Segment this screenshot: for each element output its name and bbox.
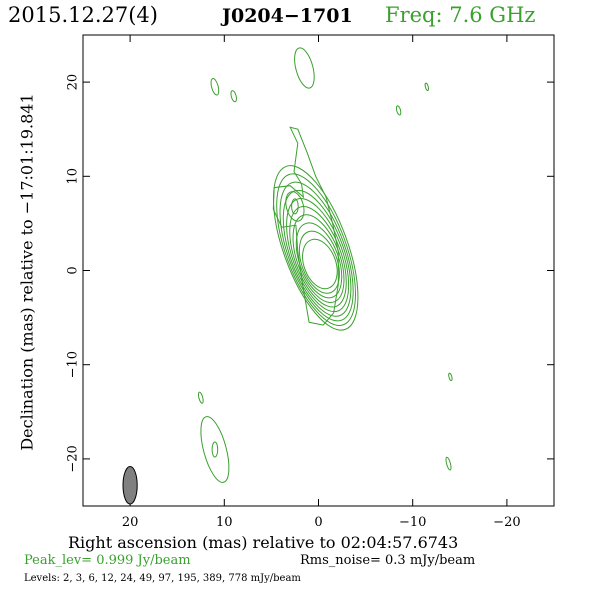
observation-date: 2015.12.27(4) <box>8 3 158 27</box>
x-tick-label: 10 <box>216 515 233 530</box>
contour-core <box>279 181 354 322</box>
contour-component <box>230 90 237 103</box>
y-axis-label: Declination (mas) relative to −17:01:19.… <box>17 93 37 451</box>
contour-core <box>272 165 359 331</box>
axis-ticks: 20 10 0 −10 −20 20 10 0 −10 −20 <box>66 35 554 530</box>
contour-core <box>295 222 343 299</box>
contour-component <box>294 47 315 89</box>
contour-core <box>286 198 350 313</box>
beam-ellipse <box>122 466 138 505</box>
y-tick-label: 10 <box>66 168 81 185</box>
contour-core <box>276 173 356 326</box>
rms-noise: Rms_noise= 0.3 mJy/beam <box>300 553 476 568</box>
frequency-label: Freq: 7.6 GHz <box>385 3 536 27</box>
contour-component <box>395 105 402 116</box>
contour-core <box>302 238 338 290</box>
contours <box>197 47 453 483</box>
contour-component <box>448 372 453 382</box>
source-name: J0204−1701 <box>222 5 353 27</box>
beam-shape <box>122 466 138 505</box>
peak-level: Peak_lev= 0.999 Jy/beam <box>24 553 191 568</box>
y-tick-label: 0 <box>66 266 81 274</box>
x-tick-label: −20 <box>493 515 520 530</box>
y-tick-label: −10 <box>66 351 81 378</box>
contour-component <box>424 82 429 91</box>
x-tick-label: 20 <box>122 515 139 530</box>
contour-component-inner <box>291 198 299 215</box>
contour-component <box>210 78 220 96</box>
contour-component-inner <box>211 441 219 458</box>
contour-levels: Levels: 2, 3, 6, 12, 24, 49, 97, 195, 38… <box>24 573 301 584</box>
contour-core <box>292 214 345 303</box>
contour-component <box>200 416 230 483</box>
contour-component <box>197 391 204 404</box>
contour-core <box>289 206 347 308</box>
contour-component <box>445 456 452 471</box>
y-tick-label: −20 <box>66 445 81 472</box>
x-axis-label: Right ascension (mas) relative to 02:04:… <box>68 533 459 552</box>
x-tick-label: 0 <box>314 515 322 530</box>
x-tick-label: −10 <box>399 515 426 530</box>
y-tick-label: 20 <box>66 74 81 91</box>
contour-core <box>298 230 340 294</box>
contour-core <box>282 189 352 317</box>
plot-frame <box>82 34 555 507</box>
contour-component <box>285 191 305 222</box>
